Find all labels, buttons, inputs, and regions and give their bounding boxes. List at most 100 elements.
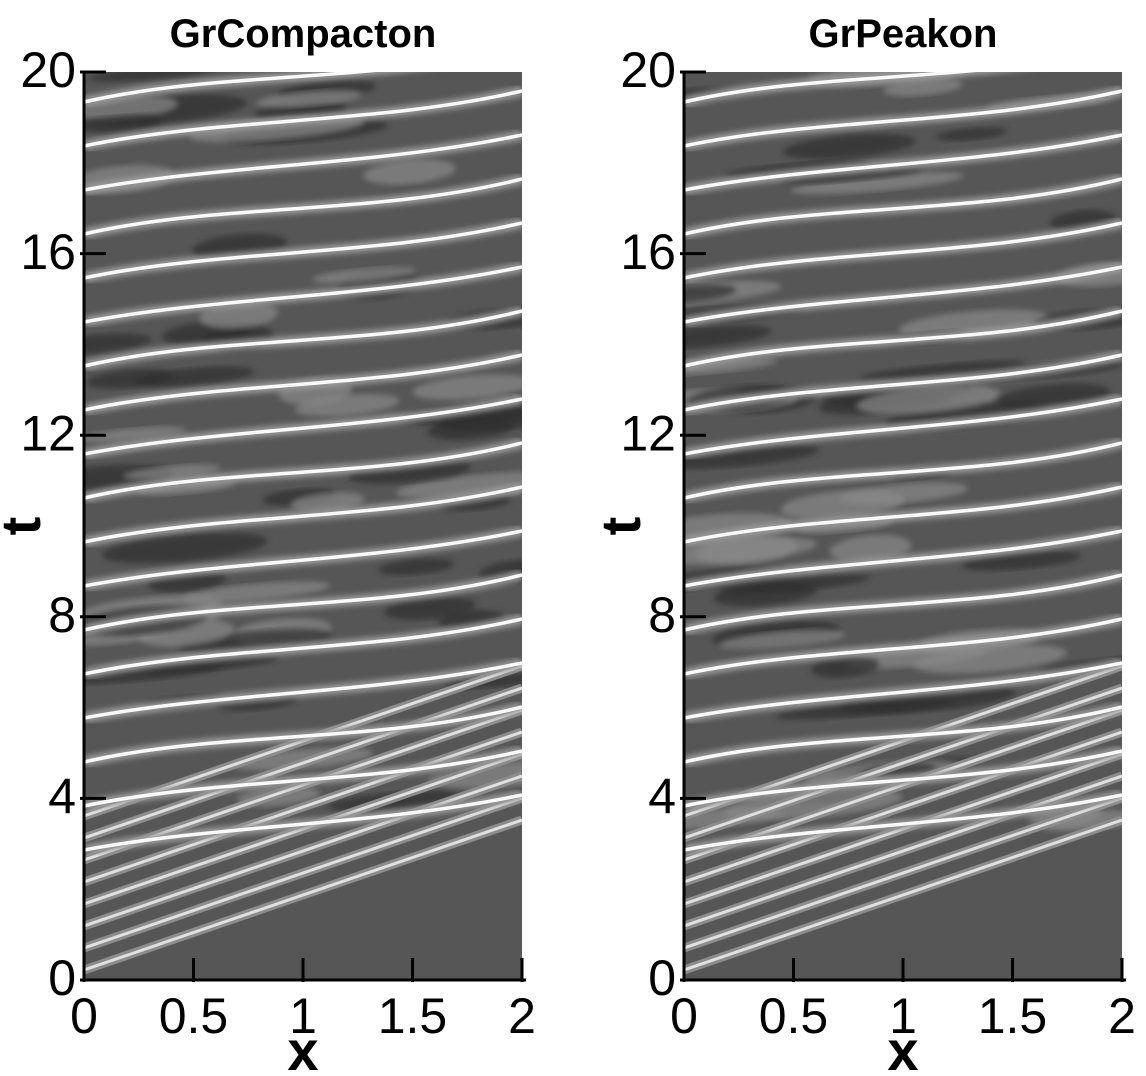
field-blob: [718, 629, 845, 650]
y-tick-label: 4: [48, 769, 76, 825]
x-axis-label: x: [887, 1019, 918, 1076]
field-blob: [883, 78, 963, 97]
field-crest: [684, 441, 1122, 500]
x-tick-label: 0: [670, 988, 698, 1044]
field-blob: [791, 171, 965, 195]
y-tick-label: 12: [620, 405, 676, 461]
field-blob: [88, 72, 224, 82]
field-stripe: [684, 774, 1122, 928]
field-crest: [84, 221, 522, 280]
field-stripe: [84, 774, 522, 928]
x-tick-label: 0: [70, 988, 98, 1044]
y-tick-label: 16: [20, 224, 76, 280]
field-blob: [713, 581, 818, 607]
field-crest: [84, 617, 522, 676]
field-stripe: [684, 730, 1122, 884]
field-crest: [684, 661, 1122, 720]
field-blob: [961, 550, 1081, 571]
field-blob: [684, 444, 819, 469]
field-blob: [855, 385, 1002, 415]
field-crest: [684, 617, 1122, 676]
y-tick-label: 12: [20, 405, 76, 461]
field-crest: [684, 529, 1122, 588]
field-blob: [84, 333, 152, 356]
y-axis-label: t: [0, 517, 52, 536]
y-tick-label: 20: [620, 42, 676, 98]
field-blob: [684, 325, 772, 351]
field-blob: [178, 628, 333, 653]
field-stripe: [84, 686, 522, 840]
field-blob: [860, 360, 1027, 380]
y-tick-label: 8: [648, 587, 676, 643]
field-blob: [829, 534, 912, 563]
y-tick-label: 0: [648, 950, 676, 1006]
x-tick-label: 1: [889, 988, 917, 1044]
field-crest: [84, 265, 522, 324]
x-axis-label: x: [287, 1019, 318, 1076]
x-tick-label: 2: [508, 988, 536, 1044]
field-blob: [395, 471, 522, 499]
contour-field: [84, 72, 522, 980]
y-tick-label: 8: [48, 587, 76, 643]
field-stripe: [84, 730, 522, 884]
field-crest: [84, 529, 522, 588]
y-tick-label: 4: [648, 769, 676, 825]
field-crest: [684, 749, 1122, 808]
field-blob: [290, 492, 366, 512]
field-blob: [811, 655, 880, 678]
y-tick-label: 0: [48, 950, 76, 1006]
field-crest: [684, 177, 1122, 236]
field-crest: [84, 397, 522, 456]
field-crest: [684, 353, 1122, 412]
x-tick-label: 1.5: [378, 988, 448, 1044]
field-stripe: [684, 686, 1122, 840]
x-tick-label: 1.5: [978, 988, 1048, 1044]
field-blob: [363, 159, 456, 185]
field-blob: [383, 597, 477, 620]
field-crest: [684, 309, 1122, 368]
field-stripe: [684, 818, 1122, 972]
field-crest: [684, 265, 1122, 324]
field-blob: [84, 426, 187, 443]
field-crest: [84, 89, 522, 148]
x-tick-label: 0.5: [759, 988, 829, 1044]
field-blob: [182, 581, 331, 603]
field-stripe: [84, 796, 522, 950]
field-crest: [84, 72, 378, 104]
field-crest: [684, 89, 1122, 148]
chart-title: GrCompacton: [170, 12, 437, 56]
field-blob: [122, 464, 221, 480]
field-blob: [412, 374, 522, 400]
field-crest: [84, 177, 522, 236]
field-stripe: [84, 818, 522, 972]
field-blob: [935, 127, 1007, 141]
field-crest: [684, 705, 1122, 764]
y-axis-label: t: [589, 517, 652, 536]
field-blob: [378, 558, 455, 576]
field-crest: [84, 309, 522, 368]
chart-title: GrPeakon: [809, 12, 998, 56]
field-stripe: [684, 796, 1122, 950]
field-blob: [84, 662, 223, 685]
field-crest: [684, 397, 1122, 456]
field-blob: [840, 685, 1017, 714]
field-crest: [84, 661, 522, 720]
field-crest: [84, 749, 522, 808]
field-crest: [84, 705, 522, 764]
field-blob: [782, 133, 916, 160]
field-crest: [684, 72, 978, 104]
field-crest: [84, 573, 522, 632]
field-blob: [407, 401, 522, 425]
field-blob: [256, 89, 363, 108]
field-crest: [684, 221, 1122, 280]
field-blob: [101, 532, 268, 564]
field-blob: [426, 760, 522, 789]
field-blob: [684, 537, 818, 565]
field-blob: [780, 489, 905, 520]
field-crest: [84, 485, 522, 544]
x-tick-label: 1: [289, 988, 317, 1044]
x-tick-label: 0.5: [159, 988, 229, 1044]
field-blob: [312, 267, 416, 284]
field-blob: [84, 114, 162, 133]
